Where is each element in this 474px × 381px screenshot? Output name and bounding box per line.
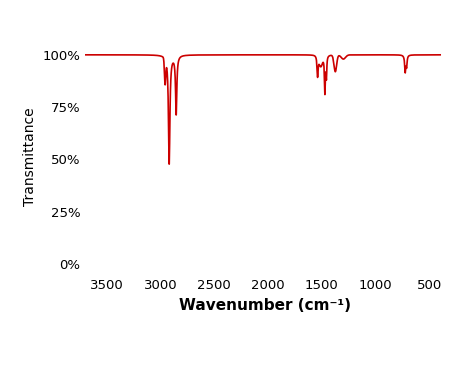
X-axis label: Wavenumber (cm⁻¹): Wavenumber (cm⁻¹) [180, 298, 351, 313]
Y-axis label: Transmittance: Transmittance [23, 107, 37, 205]
